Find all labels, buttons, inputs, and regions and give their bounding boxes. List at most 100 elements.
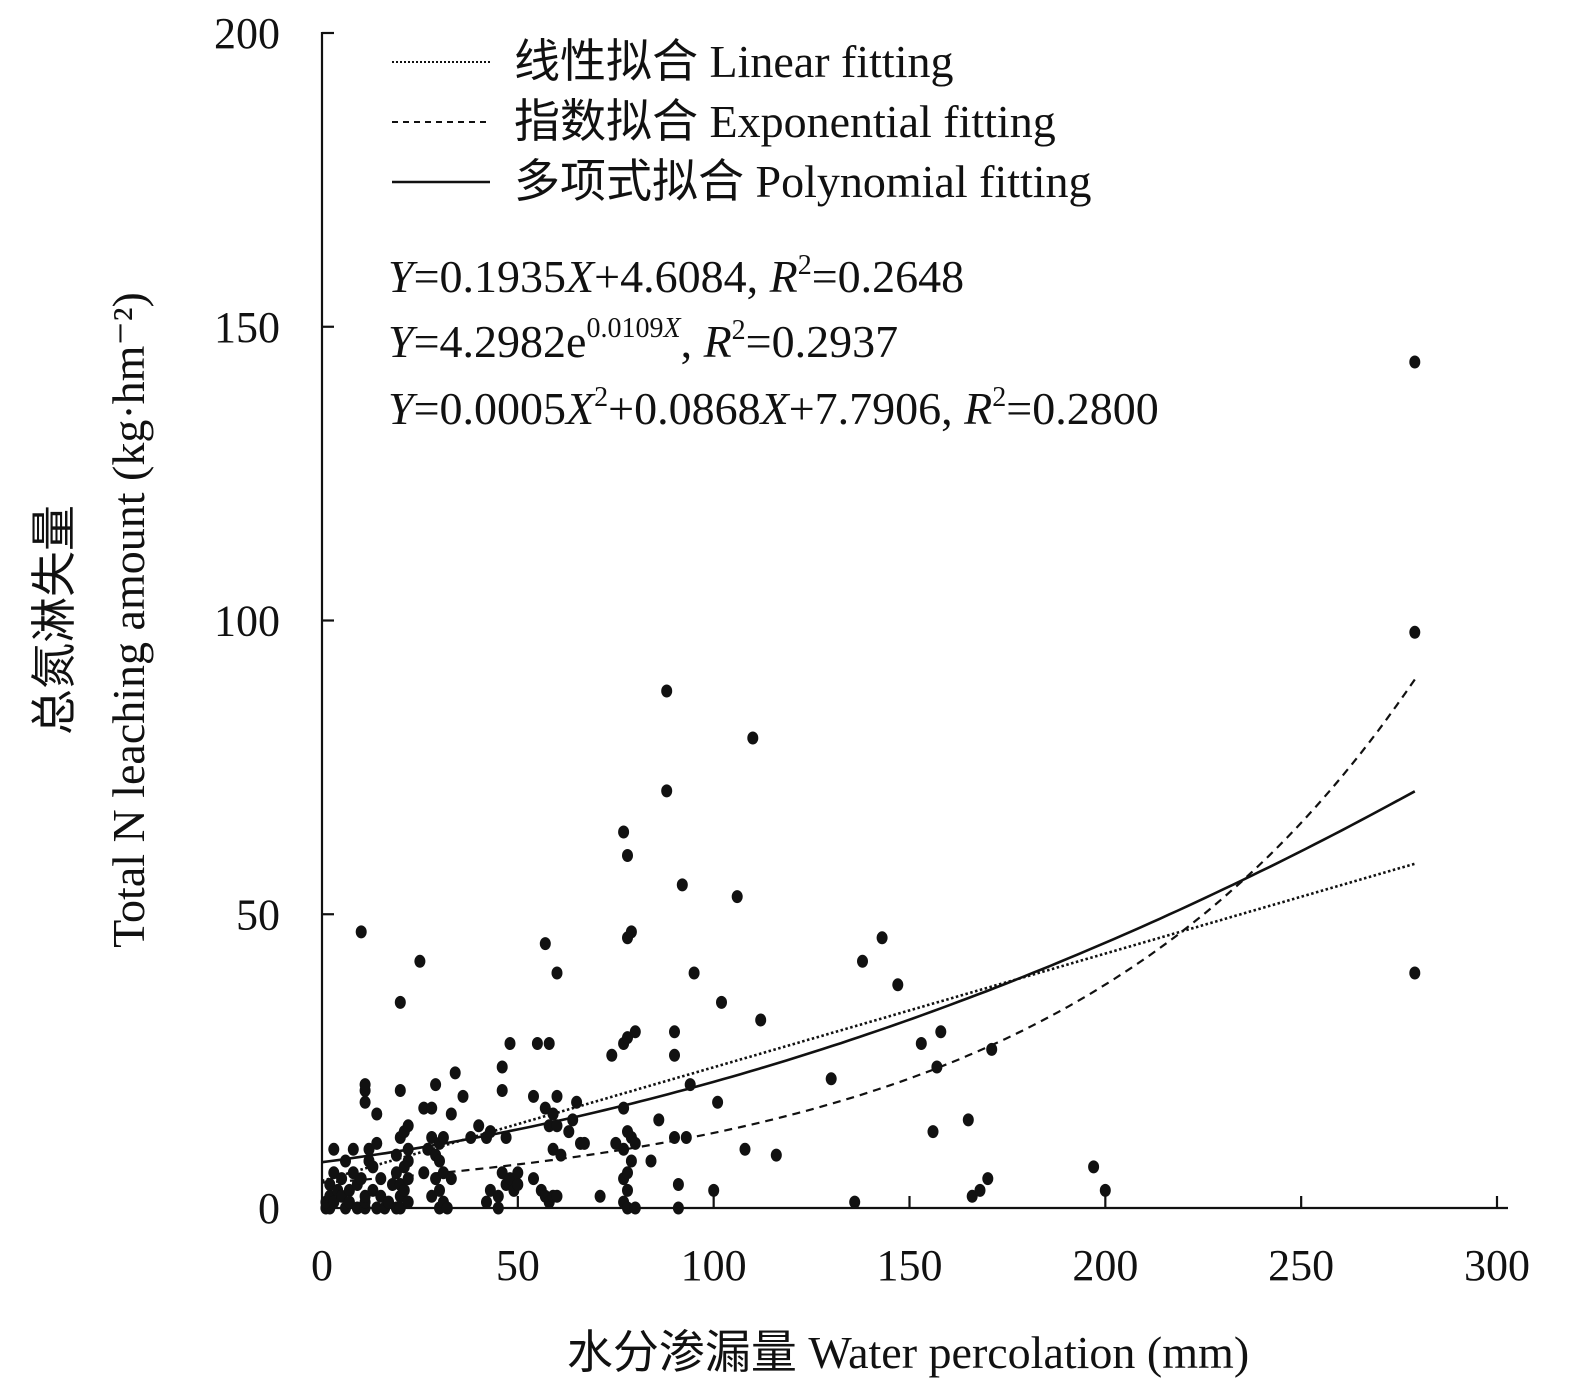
data-point bbox=[618, 1142, 630, 1156]
data-point bbox=[496, 1060, 508, 1074]
data-point bbox=[915, 1037, 927, 1050]
data-point bbox=[414, 954, 426, 968]
data-point bbox=[966, 1189, 978, 1203]
data-point bbox=[1088, 1160, 1100, 1174]
data-point bbox=[739, 1142, 751, 1156]
x-tick-label: 50 bbox=[496, 1241, 540, 1290]
data-point bbox=[571, 1095, 583, 1109]
data-point bbox=[672, 1201, 684, 1215]
data-point bbox=[531, 1037, 543, 1050]
data-point bbox=[402, 1154, 414, 1168]
data-point bbox=[437, 1131, 449, 1144]
data-point bbox=[982, 1172, 994, 1186]
data-point bbox=[343, 1183, 355, 1197]
data-point bbox=[390, 1166, 402, 1180]
data-point bbox=[708, 1183, 720, 1197]
data-point bbox=[712, 1095, 724, 1109]
data-point bbox=[669, 1025, 680, 1039]
data-point bbox=[426, 1189, 438, 1203]
data-point bbox=[849, 1195, 861, 1209]
x-tick-label: 200 bbox=[1072, 1241, 1138, 1290]
data-point bbox=[367, 1183, 379, 1197]
legend-label-polynomial: 多项式拟合 Polynomial fitting bbox=[514, 156, 1092, 207]
data-point bbox=[716, 995, 727, 1009]
data-point bbox=[551, 966, 563, 980]
data-point bbox=[465, 1131, 477, 1144]
data-point bbox=[1099, 1183, 1111, 1197]
data-point bbox=[512, 1166, 524, 1180]
x-axis-ticks: 0 50 100 150 200 250 300 bbox=[311, 1196, 1530, 1290]
data-point bbox=[426, 1101, 438, 1115]
data-point bbox=[504, 1037, 516, 1050]
data-point bbox=[1409, 966, 1421, 980]
data-point bbox=[653, 1113, 665, 1127]
data-point bbox=[676, 878, 688, 892]
data-point bbox=[371, 1201, 383, 1215]
data-point bbox=[625, 1154, 637, 1168]
data-point bbox=[606, 1048, 618, 1062]
equation-polynomial: Y=0.0005X2+0.0868X+7.7906, R2=0.2800 bbox=[388, 382, 1159, 434]
legend-label-exponential: 指数拟合 Exponential fitting bbox=[514, 96, 1056, 147]
data-point bbox=[343, 1195, 355, 1209]
data-point bbox=[986, 1042, 998, 1056]
data-point bbox=[359, 1189, 371, 1203]
data-point bbox=[555, 1148, 567, 1162]
data-point bbox=[629, 1025, 641, 1039]
exponential-fit-line bbox=[321, 678, 1416, 1184]
data-point bbox=[543, 1037, 555, 1050]
legend: 线性拟合 Linear fitting 指数拟合 Exponential fit… bbox=[392, 36, 1092, 207]
data-point bbox=[375, 1172, 387, 1186]
y-axis-title-line2: Total N leaching amount (kg·hm⁻²) bbox=[103, 292, 154, 948]
y-tick-label: 0 bbox=[258, 1184, 280, 1233]
data-point bbox=[363, 1142, 375, 1156]
data-point bbox=[492, 1189, 504, 1203]
data-point bbox=[876, 931, 888, 945]
data-point bbox=[445, 1107, 457, 1121]
x-tick-label: 300 bbox=[1464, 1241, 1530, 1290]
data-point bbox=[618, 1101, 630, 1115]
data-point bbox=[629, 1136, 641, 1150]
data-point bbox=[336, 1172, 348, 1186]
data-point bbox=[551, 1089, 563, 1103]
fit-equations: Y=0.1935X+4.6084, R2=0.2648 Y=4.2982e0.0… bbox=[388, 250, 1159, 434]
data-point bbox=[449, 1066, 461, 1080]
y-tick-label: 150 bbox=[214, 303, 280, 352]
data-point bbox=[551, 1119, 563, 1133]
data-point bbox=[755, 1013, 767, 1027]
data-point bbox=[935, 1025, 947, 1039]
data-point bbox=[610, 1136, 622, 1150]
data-point bbox=[672, 1178, 684, 1191]
data-points bbox=[320, 355, 1421, 1215]
equation-linear: Y=0.1935X+4.6084, R2=0.2648 bbox=[388, 250, 964, 302]
data-point bbox=[927, 1125, 939, 1139]
x-tick-label: 150 bbox=[877, 1241, 943, 1290]
data-point bbox=[402, 1195, 414, 1209]
data-point bbox=[430, 1078, 442, 1092]
data-point bbox=[622, 1201, 633, 1215]
data-point bbox=[618, 825, 630, 839]
data-point bbox=[661, 684, 673, 698]
data-point bbox=[680, 1131, 692, 1144]
y-tick-label: 100 bbox=[214, 597, 280, 646]
data-point bbox=[770, 1148, 782, 1162]
data-point bbox=[437, 1166, 449, 1180]
x-axis-title: 水分渗漏量 Water percolation (mm) bbox=[567, 1327, 1249, 1378]
data-point bbox=[371, 1136, 383, 1150]
data-point bbox=[543, 1119, 555, 1133]
data-point bbox=[496, 1084, 508, 1097]
data-point bbox=[825, 1072, 837, 1086]
data-point bbox=[457, 1089, 469, 1103]
legend-label-linear: 线性拟合 Linear fitting bbox=[514, 36, 953, 87]
data-point bbox=[629, 1201, 641, 1215]
data-point bbox=[622, 1166, 633, 1180]
data-point bbox=[402, 1142, 414, 1156]
data-point bbox=[359, 1095, 371, 1109]
data-point bbox=[645, 1154, 657, 1168]
data-point bbox=[434, 1183, 445, 1197]
data-point bbox=[622, 1183, 633, 1197]
data-point bbox=[528, 1172, 539, 1186]
data-point bbox=[426, 1131, 438, 1144]
data-point bbox=[747, 731, 759, 745]
data-point bbox=[622, 849, 633, 862]
